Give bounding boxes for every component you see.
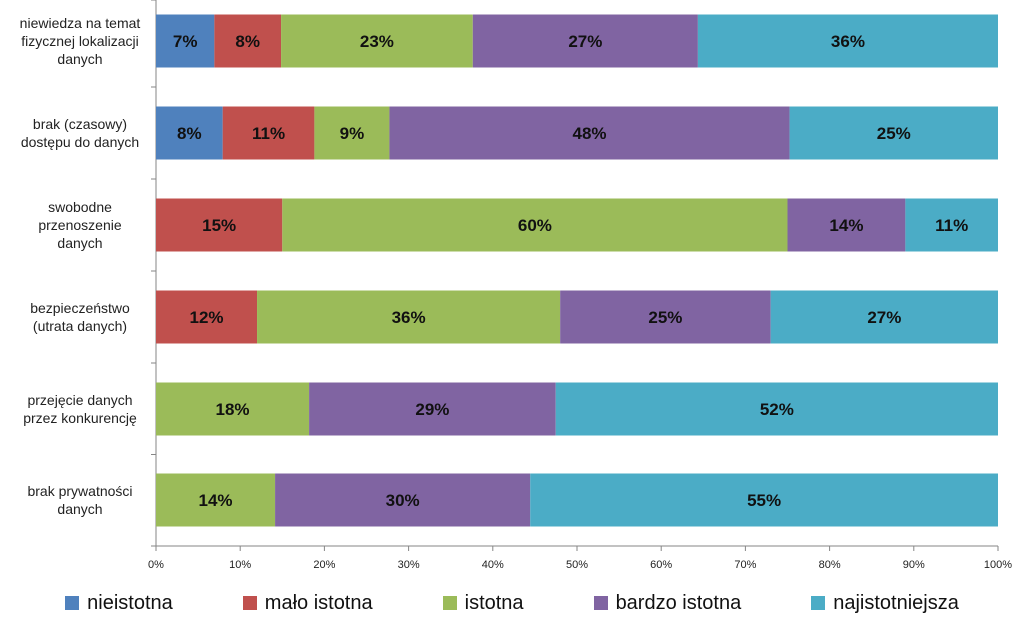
legend-swatch: [442, 596, 457, 610]
bar-segment: [560, 290, 771, 344]
legend-label: mało istotna: [264, 591, 373, 614]
category-label-line: przez konkurencję: [23, 410, 137, 426]
data-label: 60%: [518, 216, 552, 235]
chart-legend: nieistotna mało istotna istotna bardzo isto…: [0, 588, 1024, 618]
bar-segment: [555, 382, 998, 436]
bar-segment: [275, 473, 531, 527]
category-label: bezpieczeństwo (utrata danych): [30, 300, 130, 334]
category-label-line: przejęcie danych: [27, 392, 132, 408]
data-label: 55%: [747, 491, 781, 510]
legend-item: istotna: [442, 591, 524, 615]
data-label: 48%: [572, 124, 606, 143]
legend-item: nieistotna: [65, 592, 173, 615]
legend-label: nieistotna: [87, 591, 173, 614]
bar-segment: [787, 198, 906, 252]
data-label: 12%: [190, 308, 224, 327]
x-tick-label: 60%: [650, 559, 672, 571]
legend-swatch: [242, 596, 257, 610]
stacked-bar-chart: 0% 10% 20% 30% 40% 50% 60% 70% 80% 90% 100% niewied…: [20, 0, 1012, 571]
bar-segment: [314, 106, 390, 160]
bar-segment: [156, 382, 310, 436]
category-label-line: przenoszenie: [38, 217, 121, 233]
bar-segment: [697, 14, 998, 68]
legend-item: najistotniejsza: [811, 592, 959, 615]
bar-segment: [770, 290, 998, 344]
data-label: 11%: [935, 216, 968, 235]
legend-swatch: [811, 596, 826, 610]
category-label: brak prywatności danych: [27, 483, 132, 517]
category-label: swobodne przenoszenie danych: [38, 199, 121, 251]
bar-segment: [156, 106, 223, 160]
x-tick-label: 20%: [313, 559, 335, 571]
legend-label: bardzo istotna: [615, 591, 742, 614]
bar-segment: [281, 14, 473, 68]
data-label: 25%: [648, 308, 682, 327]
bar-segment: [214, 14, 282, 68]
data-label: 25%: [877, 124, 911, 143]
data-label: 14%: [829, 216, 863, 235]
bar-segment: [222, 106, 315, 160]
category-label-line: niewiedza na temat: [20, 15, 141, 31]
x-tick-label: 0%: [148, 559, 164, 571]
category-label-line: brak prywatności: [27, 483, 132, 499]
data-label: 8%: [177, 124, 202, 143]
x-tick-label: 100%: [984, 559, 1012, 571]
category-label-line: dostępu do danych: [21, 134, 139, 150]
legend-swatch: [65, 596, 80, 610]
category-label: przejęcie danych przez konkurencję: [23, 392, 137, 426]
data-label: 11%: [252, 124, 285, 143]
bar-segment: [905, 198, 998, 252]
legend-label: istotna: [464, 591, 524, 614]
bar-segment: [257, 290, 561, 344]
x-tick-label: 50%: [566, 559, 588, 571]
category-label-line: (utrata danych): [33, 318, 127, 334]
bar-segment: [472, 14, 698, 68]
data-label: 8%: [235, 32, 260, 51]
data-label: 9%: [340, 124, 365, 143]
category-label-line: danych: [57, 235, 102, 251]
category-label-line: danych: [57, 51, 102, 67]
x-tick-label: 80%: [819, 559, 841, 571]
category-label: brak (czasowy) dostępu do danych: [21, 116, 139, 150]
bar-segment: [309, 382, 556, 436]
category-label-line: fizycznej lokalizacji: [21, 33, 138, 49]
category-label-line: bezpieczeństwo: [30, 300, 130, 316]
bar-segment: [789, 106, 998, 160]
category-label-line: brak (czasowy): [33, 116, 127, 132]
data-label: 18%: [216, 400, 250, 419]
legend-swatch: [593, 596, 608, 610]
x-tick-label: 30%: [398, 559, 420, 571]
x-tick-label: 10%: [229, 559, 251, 571]
category-label: niewiedza na temat fizycznej lokalizacji d…: [20, 15, 141, 67]
data-label: 29%: [415, 400, 449, 419]
data-label: 27%: [867, 308, 901, 327]
data-label: 52%: [760, 400, 794, 419]
legend-item: mało istotna: [242, 591, 373, 615]
bar-segment: [156, 290, 258, 344]
bar-segment: [156, 198, 283, 252]
bar-segment: [156, 14, 215, 68]
x-tick-label: 70%: [734, 559, 756, 571]
data-label: 30%: [386, 491, 420, 510]
data-label: 7%: [173, 32, 198, 51]
x-tick-label: 40%: [482, 559, 504, 571]
bar-segment: [530, 473, 998, 527]
category-label-line: swobodne: [48, 199, 112, 215]
data-label: 36%: [392, 308, 426, 327]
data-label: 14%: [199, 491, 233, 510]
data-label: 27%: [568, 32, 602, 51]
data-label: 36%: [831, 32, 865, 51]
bar-segment: [389, 106, 790, 160]
x-tick-label: 90%: [903, 559, 925, 571]
data-label: 15%: [202, 216, 236, 235]
legend-item: bardzo istotna: [593, 591, 742, 615]
legend-label: najistotniejsza: [833, 591, 959, 614]
bar-segment: [156, 473, 276, 527]
category-label-line: danych: [57, 501, 102, 517]
bar-segment: [282, 198, 788, 252]
data-label: 23%: [360, 32, 394, 51]
